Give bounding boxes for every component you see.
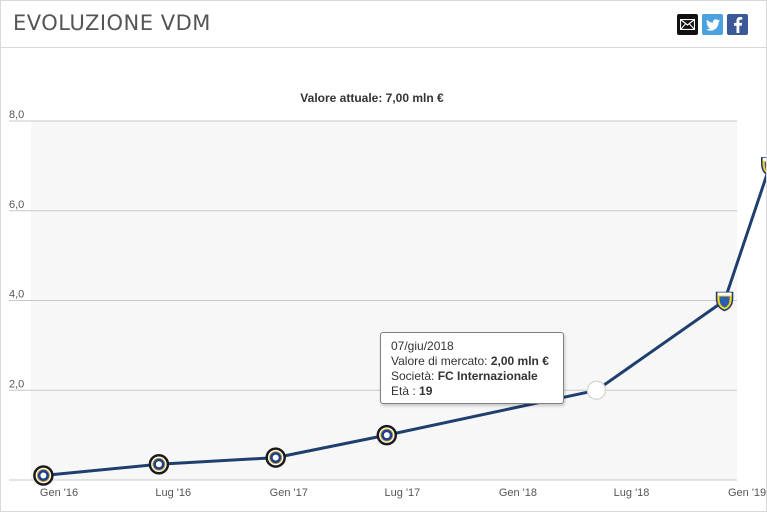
x-tick-label: Lug '18 <box>614 487 650 499</box>
chart-title: Valore attuale: 7,00 mln € <box>300 91 444 105</box>
share-buttons <box>677 14 748 35</box>
tooltip-club-value: FC Internazionale <box>437 369 538 383</box>
y-tick-label: 8,0 <box>9 109 24 121</box>
tooltip-age-value: 19 <box>419 384 433 398</box>
chart-area: Valore attuale: 7,00 mln € 2,0 4,0 6,0 8,0 … <box>1 48 767 511</box>
x-tick-label: Gen '18 <box>499 487 537 499</box>
data-point[interactable] <box>148 454 170 475</box>
facebook-icon <box>733 16 742 33</box>
widget-header: EVOLUZIONE VDM <box>1 1 766 48</box>
data-point[interactable] <box>265 447 286 468</box>
y-tick-label: 6,0 <box>9 199 24 211</box>
market-value-chart: Valore attuale: 7,00 mln € 2,04,06,08,0 … <box>9 91 767 499</box>
x-tick-label: Gen '19 <box>728 487 766 499</box>
facebook-share-button[interactable] <box>727 14 748 35</box>
y-tick-label: 2,0 <box>9 378 24 390</box>
tooltip-market-label: Valore di mercato: <box>391 354 488 368</box>
mail-icon <box>680 19 695 30</box>
data-tooltip: 07/giu/2018 Valore di mercato: 2,00 mln … <box>380 332 564 404</box>
tooltip-date: 07/giu/2018 <box>391 339 454 353</box>
mail-share-button[interactable] <box>677 14 698 35</box>
x-tick-label: Lug '16 <box>155 487 191 499</box>
widget-title: EVOLUZIONE VDM <box>13 11 211 35</box>
x-tick-label: Lug '17 <box>385 487 421 499</box>
data-point[interactable] <box>376 424 398 446</box>
tooltip-age-label: Età : <box>391 384 416 398</box>
twitter-icon <box>705 18 720 31</box>
data-point[interactable] <box>33 465 54 486</box>
tooltip-market-value: 2,00 mln € <box>490 354 549 368</box>
y-tick-label: 4,0 <box>9 289 24 301</box>
data-point[interactable] <box>715 291 734 312</box>
x-tick-label: Gen '16 <box>40 487 78 499</box>
data-point[interactable] <box>761 157 767 176</box>
twitter-share-button[interactable] <box>702 14 723 35</box>
tooltip-club-label: Società: <box>391 369 435 383</box>
x-tick-label: Gen '17 <box>270 487 308 499</box>
data-point[interactable] <box>586 380 607 400</box>
